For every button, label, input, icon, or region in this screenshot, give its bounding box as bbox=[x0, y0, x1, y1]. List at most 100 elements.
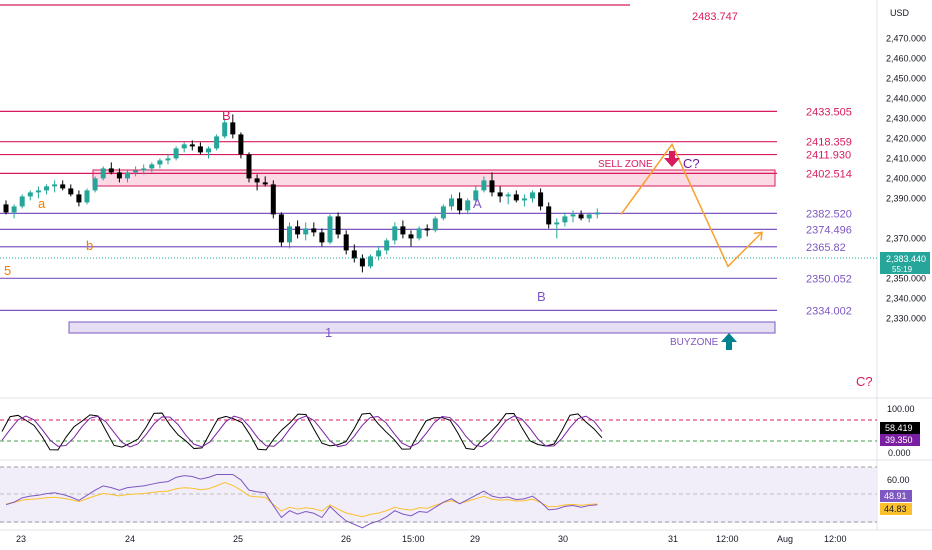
candle-body bbox=[270, 184, 276, 215]
time-label-25: 25 bbox=[233, 534, 243, 544]
candle-body bbox=[125, 172, 130, 179]
wave-c-top-label: C? bbox=[683, 156, 700, 171]
sell-zone-box[interactable] bbox=[92, 169, 776, 187]
stoch-tick-0: 0.000 bbox=[888, 448, 911, 458]
candle-body bbox=[181, 144, 187, 149]
candle-body bbox=[133, 170, 139, 173]
candle-body bbox=[586, 214, 592, 219]
candle-body bbox=[11, 206, 17, 213]
right-price-axis[interactable] bbox=[877, 0, 932, 550]
price-pane[interactable] bbox=[0, 0, 877, 398]
stochastic-pane[interactable]: 100.00 0.000 58.419 39.350 bbox=[0, 404, 920, 458]
price-tick: 2,460.000 bbox=[886, 53, 926, 63]
candle-body bbox=[327, 216, 333, 243]
stoch-k-badge bbox=[880, 422, 920, 434]
price-tick: 2,330.000 bbox=[886, 313, 926, 323]
candle-body bbox=[3, 204, 9, 213]
current-price-badge[interactable] bbox=[880, 252, 930, 274]
wave-B-low-label: B bbox=[537, 289, 546, 304]
candle-body bbox=[287, 226, 292, 243]
candle-body bbox=[197, 146, 203, 153]
buy-zone-label: BUYZONE bbox=[670, 337, 719, 348]
sell-arrow-icon bbox=[664, 151, 680, 167]
candle-body bbox=[343, 234, 349, 251]
candle-body bbox=[68, 188, 74, 195]
candle-body bbox=[311, 228, 317, 233]
time-label-aug: Aug bbox=[777, 534, 793, 544]
candle-body bbox=[465, 200, 471, 211]
candle-body bbox=[222, 122, 228, 137]
candle-body bbox=[230, 122, 236, 135]
candle-body bbox=[76, 194, 82, 203]
candle-body bbox=[457, 198, 463, 211]
rsi-line bbox=[5, 474, 598, 529]
candle-body bbox=[359, 258, 365, 267]
candle-body bbox=[116, 172, 122, 179]
current-price-countdown: 55:19 bbox=[892, 265, 913, 274]
candle-body bbox=[562, 216, 568, 223]
candle-body bbox=[173, 148, 179, 159]
time-axis[interactable]: 23 24 25 26 15:00 29 30 31 12:00 Aug 12:… bbox=[16, 534, 847, 544]
candle-body bbox=[351, 250, 357, 259]
wave-5-label: 5 bbox=[4, 263, 11, 278]
candle-body bbox=[303, 228, 309, 235]
candle-body bbox=[376, 250, 382, 257]
rsi-ma-line bbox=[5, 482, 598, 518]
level-label: 2483.747 bbox=[692, 11, 738, 23]
buy-zone-box[interactable] bbox=[68, 321, 776, 334]
candle-body bbox=[554, 222, 560, 225]
rsi-pane[interactable]: 60.00 48.91 44.83 bbox=[0, 466, 912, 529]
price-tick: 2,440.000 bbox=[886, 93, 926, 103]
candle-body bbox=[27, 192, 33, 197]
wave-1-label: 1 bbox=[325, 325, 332, 340]
candle-body bbox=[497, 192, 503, 197]
time-label-1500: 15:00 bbox=[402, 534, 425, 544]
candle-body bbox=[262, 182, 268, 185]
candle-body bbox=[92, 178, 98, 191]
rsi-tick-60: 60.00 bbox=[887, 475, 910, 485]
rsi-band bbox=[0, 467, 877, 523]
current-price-value: 2,383.440 bbox=[886, 254, 926, 264]
stoch-d-line bbox=[1, 415, 603, 448]
level-label: 2418.359 bbox=[806, 137, 852, 149]
candle-body bbox=[238, 134, 244, 155]
candle-body bbox=[206, 148, 211, 153]
price-axis-ticks: 2,470.000 2,460.000 2,450.000 2,440.000 2,43… bbox=[886, 33, 926, 323]
time-label-23: 23 bbox=[16, 534, 26, 544]
candle-body bbox=[60, 184, 66, 189]
candle-body bbox=[35, 190, 41, 193]
candle-body bbox=[530, 192, 535, 199]
wave-A-label: A bbox=[473, 196, 482, 211]
candle-body bbox=[100, 168, 106, 179]
candle-body bbox=[189, 144, 195, 147]
stoch-k-value: 58.419 bbox=[885, 423, 913, 433]
buy-arrow-icon bbox=[721, 333, 737, 350]
price-tick: 2,450.000 bbox=[886, 73, 926, 83]
candle-body bbox=[368, 256, 373, 267]
time-label-24: 24 bbox=[125, 534, 135, 544]
price-tick: 2,400.000 bbox=[886, 173, 926, 183]
candle-body bbox=[392, 226, 398, 241]
candle-body bbox=[481, 180, 487, 191]
wave-B-top-label: B bbox=[222, 108, 231, 123]
rsi-value: 48.91 bbox=[884, 491, 907, 501]
candle-body bbox=[149, 164, 155, 169]
level-label: 2334.002 bbox=[806, 305, 852, 317]
stoch-tick-100: 100.00 bbox=[887, 404, 915, 414]
rsi-ma-badge bbox=[880, 503, 912, 515]
level-label: 2433.505 bbox=[806, 106, 852, 118]
candle-body bbox=[546, 206, 552, 225]
candle-body bbox=[594, 212, 600, 215]
price-tick: 2,420.000 bbox=[886, 133, 926, 143]
candle-body bbox=[408, 234, 414, 239]
candles bbox=[3, 114, 600, 273]
level-label: 2382.520 bbox=[806, 208, 852, 220]
level-label: 2402.514 bbox=[806, 168, 852, 180]
candle-body bbox=[108, 168, 114, 173]
stoch-d-badge bbox=[880, 434, 920, 446]
candle-body bbox=[141, 168, 147, 171]
candle-body bbox=[449, 198, 454, 207]
price-tick: 2,340.000 bbox=[886, 293, 926, 303]
rsi-ma-value: 44.83 bbox=[884, 504, 907, 514]
